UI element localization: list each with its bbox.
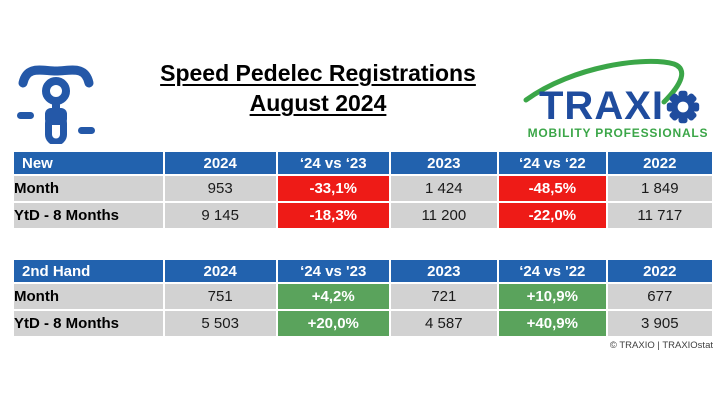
logo-subtitle: MOBILITY PROFESSIONALS [527,126,709,140]
header-cell-2023: 2023 [388,150,500,176]
logo-brand-text: TRAXI [539,84,664,128]
table-2nd-hand-header-row: 2nd Hand 2024 ‘24 vs '23 2023 ‘24 vs '22… [12,258,715,284]
delta-24vs22: +10,9% [497,282,608,311]
delta-24vs23: +20,0% [275,309,391,338]
page-title-line1: Speed Pedelec Registrations [160,60,476,86]
table-row: YtD - 8 Months 9 145 -18,3% 11 200 -22,0… [12,201,715,230]
row-label: YtD - 8 Months [12,201,165,230]
delta-24vs23: -18,3% [275,201,391,230]
value-2022: 3 905 [605,309,715,338]
value-2022: 677 [605,282,715,311]
value-2023: 1 424 [388,174,500,203]
header-cell-2023: 2023 [388,258,500,284]
table-2nd-hand: 2nd Hand 2024 ‘24 vs '23 2023 ‘24 vs '22… [12,258,715,338]
value-2022: 11 717 [605,201,715,230]
delta-24vs22: -22,0% [497,201,608,230]
row-label: YtD - 8 Months [12,309,165,338]
header-cell-24vs22: ‘24 vs '22 [497,258,608,284]
table-new-header-row: New 2024 ‘24 vs ‘23 2023 ‘24 vs ‘22 2022 [12,150,715,176]
page-title: Speed Pedelec Registrations August 2024 [110,58,526,118]
value-2024: 953 [162,174,278,203]
header-cell-24vs22: ‘24 vs ‘22 [497,150,608,176]
header-cell-24vs23: ‘24 vs '23 [275,258,391,284]
header-cell-2022: 2022 [605,258,715,284]
header-cell-24vs23: ‘24 vs ‘23 [275,150,391,176]
header-cell-section: 2nd Hand [12,258,165,284]
table-row: Month 953 -33,1% 1 424 -48,5% 1 849 [12,174,715,203]
traxio-logo: TRAXI MOBILITY PROFESSIONALS [518,54,718,140]
logo-brand-row: TRAXI [522,86,718,126]
speed-pedelec-icon [17,65,95,144]
page-title-line2: August 2024 [249,90,387,116]
gear-icon [666,90,700,124]
header-cell-2022: 2022 [605,150,715,176]
delta-24vs23: -33,1% [275,174,391,203]
delta-24vs22: +40,9% [497,309,608,338]
delta-24vs22: -48,5% [497,174,608,203]
value-2024: 751 [162,282,278,311]
value-2024: 9 145 [162,201,278,230]
table-row: YtD - 8 Months 5 503 +20,0% 4 587 +40,9%… [12,309,715,338]
header-cell-section: New [12,150,165,176]
value-2023: 4 587 [388,309,500,338]
value-2022: 1 849 [605,174,715,203]
row-label: Month [12,282,165,311]
header-cell-2024: 2024 [162,258,278,284]
value-2023: 721 [388,282,500,311]
table-row: Month 751 +4,2% 721 +10,9% 677 [12,282,715,311]
logo-swoosh-icon [523,58,685,105]
copyright-credit: © TRAXIO | TRAXIOstat [609,340,713,351]
row-label: Month [12,174,165,203]
header-cell-2024: 2024 [162,150,278,176]
value-2023: 11 200 [388,201,500,230]
table-new: New 2024 ‘24 vs ‘23 2023 ‘24 vs ‘22 2022… [12,150,715,230]
value-2024: 5 503 [162,309,278,338]
delta-24vs23: +4,2% [275,282,391,311]
